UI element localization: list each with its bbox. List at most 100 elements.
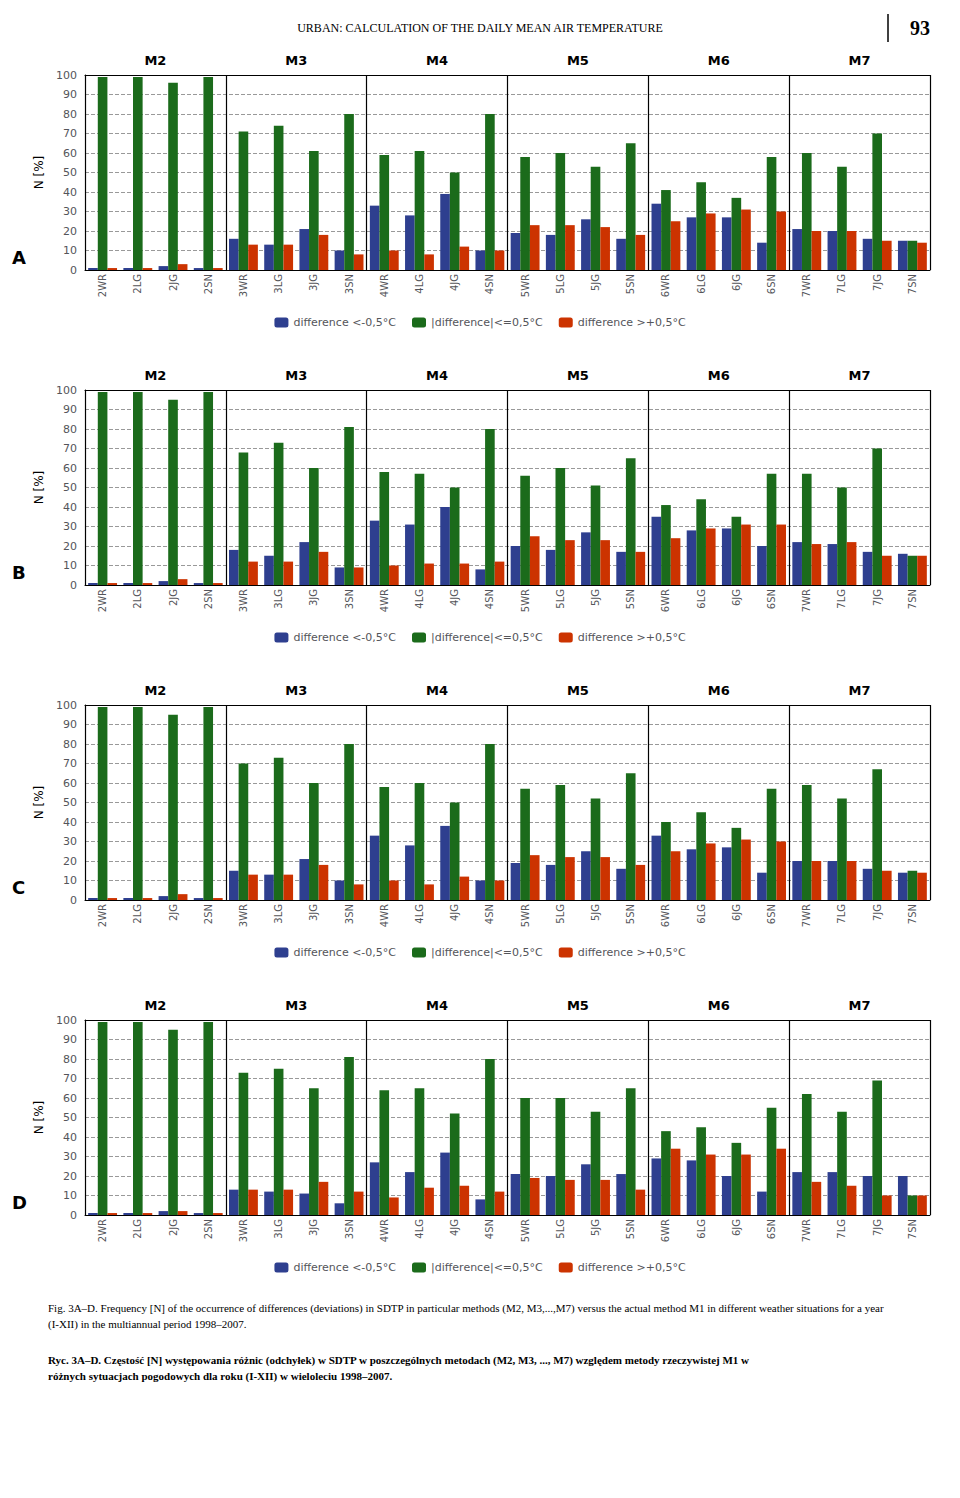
svg-text:0: 0 [70,894,77,907]
svg-text:7LG: 7LG [836,274,847,294]
svg-text:0: 0 [70,264,77,277]
svg-text:40: 40 [63,1131,77,1144]
svg-text:M4: M4 [426,998,448,1013]
svg-text:6JG: 6JG [731,274,742,291]
svg-text:M5: M5 [567,53,589,68]
svg-text:M4: M4 [426,368,448,383]
svg-text:6WR: 6WR [660,589,671,612]
svg-text:7SN: 7SN [907,904,918,924]
svg-text:4WR: 4WR [379,1219,390,1242]
svg-text:M6: M6 [708,368,730,383]
svg-text:10: 10 [63,1189,77,1202]
svg-text:4WR: 4WR [379,904,390,927]
svg-text:6LG: 6LG [696,1219,707,1239]
svg-text:3SN: 3SN [344,1219,355,1239]
svg-text:3WR: 3WR [238,274,249,297]
svg-text:6LG: 6LG [696,589,707,609]
svg-text:20: 20 [63,855,77,868]
svg-text:5SN: 5SN [625,1219,636,1239]
svg-text:3SN: 3SN [344,904,355,924]
svg-text:3WR: 3WR [238,904,249,927]
svg-text:4SN: 4SN [484,904,495,924]
svg-text:10: 10 [63,244,77,257]
svg-text:4SN: 4SN [484,1219,495,1239]
svg-text:4LG: 4LG [414,1219,425,1239]
svg-text:5WR: 5WR [520,904,531,927]
svg-text:100: 100 [56,1014,77,1027]
svg-text:30: 30 [63,835,77,848]
svg-text:7LG: 7LG [836,904,847,924]
svg-text:7WR: 7WR [801,904,812,927]
svg-text:5JG: 5JG [590,1219,601,1236]
svg-text:4JG: 4JG [449,1219,460,1236]
svg-text:50: 50 [63,796,77,809]
svg-text:Fig. 3A–D. Frequency [N] of th: Fig. 3A–D. Frequency [N] of the occurren… [48,1302,886,1315]
svg-text:2WR: 2WR [97,589,108,612]
svg-text:7JG: 7JG [872,904,883,921]
svg-text:70: 70 [63,1072,77,1085]
svg-text:3SN: 3SN [344,589,355,609]
svg-text:7JG: 7JG [872,274,883,291]
svg-text:6SN: 6SN [766,904,777,924]
svg-text:3SN: 3SN [344,274,355,294]
svg-text:|difference|<=0,5°C: |difference|<=0,5°C [431,946,543,959]
svg-text:difference <-0,5°C: difference <-0,5°C [293,316,396,329]
svg-text:|difference|<=0,5°C: |difference|<=0,5°C [431,631,543,644]
svg-text:3LG: 3LG [273,274,284,294]
svg-text:M7: M7 [849,53,871,68]
svg-text:B: B [12,562,26,583]
svg-text:M7: M7 [849,998,871,1013]
svg-text:6JG: 6JG [731,589,742,606]
svg-text:4JG: 4JG [449,274,460,291]
svg-text:60: 60 [63,462,77,475]
svg-text:2SN: 2SN [203,1219,214,1239]
svg-text:M5: M5 [567,368,589,383]
svg-text:80: 80 [63,738,77,751]
svg-text:93: 93 [910,17,930,39]
svg-text:5LG: 5LG [555,589,566,609]
svg-text:M2: M2 [144,998,166,1013]
svg-text:M5: M5 [567,683,589,698]
svg-text:4WR: 4WR [379,274,390,297]
svg-text:|difference|<=0,5°C: |difference|<=0,5°C [431,316,543,329]
svg-text:5JG: 5JG [590,274,601,291]
svg-text:difference >+0,5°C: difference >+0,5°C [578,1261,686,1274]
svg-text:C: C [12,877,25,898]
svg-text:10: 10 [63,874,77,887]
svg-text:2WR: 2WR [97,904,108,927]
svg-text:difference <-0,5°C: difference <-0,5°C [293,631,396,644]
svg-text:6JG: 6JG [731,1219,742,1236]
svg-text:M4: M4 [426,683,448,698]
svg-text:3WR: 3WR [238,1219,249,1242]
svg-text:M3: M3 [285,53,307,68]
svg-text:M3: M3 [285,683,307,698]
svg-text:3LG: 3LG [273,904,284,924]
svg-text:M6: M6 [708,998,730,1013]
svg-text:10: 10 [63,559,77,572]
svg-text:M5: M5 [567,998,589,1013]
svg-text:4LG: 4LG [414,274,425,294]
svg-text:90: 90 [63,718,77,731]
svg-text:0: 0 [70,1209,77,1222]
svg-text:6WR: 6WR [660,274,671,297]
svg-text:7WR: 7WR [801,589,812,612]
svg-text:4WR: 4WR [379,589,390,612]
svg-text:M2: M2 [144,683,166,698]
svg-text:6SN: 6SN [766,274,777,294]
svg-text:70: 70 [63,442,77,455]
svg-text:N [%]: N [%] [32,1101,46,1135]
svg-text:90: 90 [63,1033,77,1046]
svg-text:2JG: 2JG [168,1219,179,1236]
svg-text:4LG: 4LG [414,589,425,609]
svg-text:70: 70 [63,757,77,770]
svg-text:Ryc. 3A–D. Częstość [N] występ: Ryc. 3A–D. Częstość [N] występowania róż… [48,1354,752,1367]
svg-text:M3: M3 [285,368,307,383]
svg-text:2LG: 2LG [132,274,143,294]
svg-text:N [%]: N [%] [32,471,46,505]
svg-text:4SN: 4SN [484,589,495,609]
svg-text:6LG: 6LG [696,904,707,924]
svg-text:80: 80 [63,108,77,121]
svg-text:2WR: 2WR [97,274,108,297]
svg-text:60: 60 [63,777,77,790]
svg-text:40: 40 [63,501,77,514]
